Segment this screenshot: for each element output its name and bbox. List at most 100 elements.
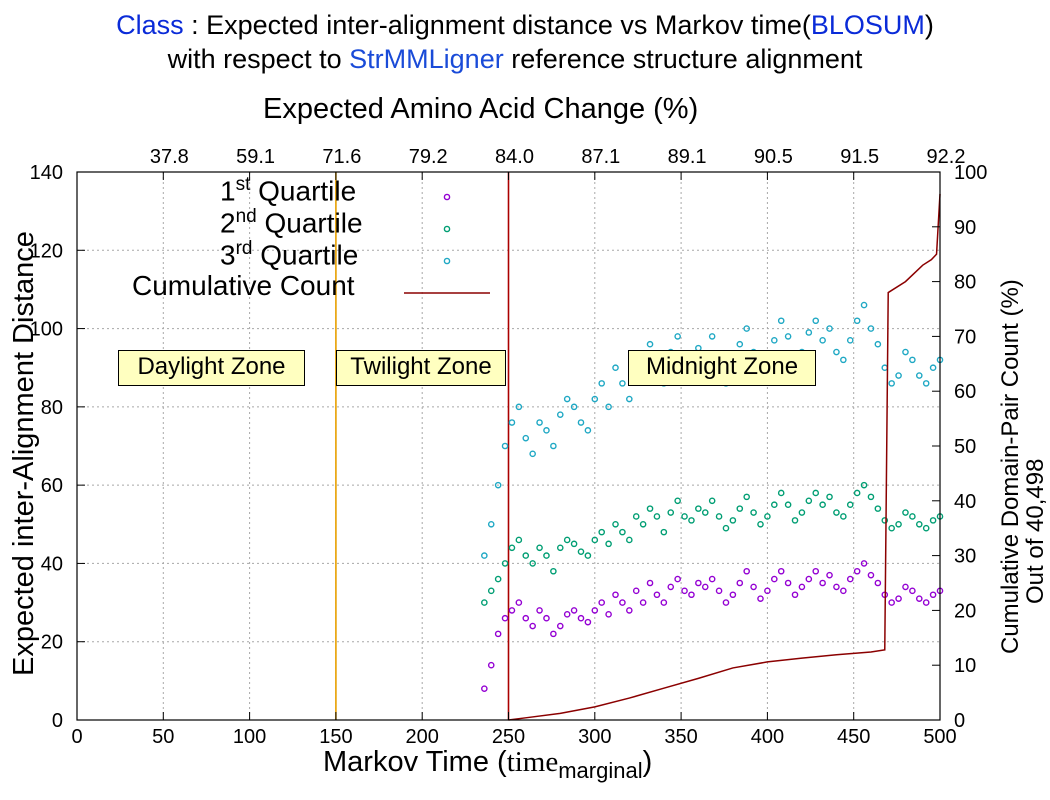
data-point [750, 583, 757, 591]
legend-q3: 3rd Quartile [220, 238, 358, 271]
data-point [805, 497, 813, 505]
data-point [909, 356, 916, 364]
data-point [929, 591, 937, 599]
data-point [688, 517, 695, 524]
y2-tick-label: 90 [954, 217, 976, 239]
legend-cumulative: Cumulative Count [132, 270, 355, 301]
data-point [667, 509, 675, 516]
y2-tick-label: 40 [954, 491, 976, 513]
data-point [929, 517, 937, 524]
data-point [570, 403, 578, 411]
series-3 [508, 193, 941, 721]
data-point [902, 509, 909, 516]
title-line2-prefix: with respect to [167, 44, 350, 74]
legend-q3-text: Quartile [252, 239, 359, 271]
data-point [563, 611, 571, 618]
x-tick-label: 200 [406, 726, 439, 748]
data-point [846, 337, 854, 344]
data-point [881, 364, 889, 372]
data-point [577, 548, 585, 555]
data-point [522, 552, 530, 559]
data-point [667, 583, 675, 591]
title-text-mid: : Expected inter-alignment distance vs M… [183, 10, 811, 40]
data-point [833, 509, 840, 516]
legend-q2-sup: nd [235, 206, 257, 227]
data-point [605, 540, 612, 548]
series-0 [481, 560, 944, 692]
data-point [791, 591, 799, 599]
y-tick-label: 60 [41, 475, 63, 497]
data-point [743, 325, 750, 332]
y2-tick-label: 0 [954, 710, 965, 732]
x-tick-label: 500 [923, 726, 956, 748]
data-point [619, 528, 626, 536]
data-point [771, 575, 778, 583]
data-point [646, 340, 654, 348]
data-point [508, 419, 516, 426]
data-point [563, 536, 571, 544]
top-tick-label: 91.5 [840, 146, 879, 168]
top-tick-label: 87.1 [581, 146, 620, 168]
legend-q1-sup: st [235, 174, 251, 195]
data-point [481, 599, 488, 606]
x-tick-label: 100 [233, 726, 266, 748]
data-point [536, 544, 543, 552]
data-point [619, 380, 626, 387]
data-point [929, 364, 937, 372]
data-point [515, 599, 523, 606]
data-point [764, 587, 771, 595]
data-point [805, 575, 813, 583]
data-point [722, 524, 730, 532]
data-point [867, 493, 875, 501]
data-point [729, 591, 737, 599]
top-tick-label: 90.5 [754, 146, 793, 168]
data-point [598, 599, 606, 606]
data-point [791, 517, 799, 524]
data-point [874, 579, 882, 587]
data-point [632, 513, 640, 520]
data-point [743, 493, 750, 501]
data-point [639, 599, 647, 606]
data-point [722, 599, 730, 606]
data-point [577, 614, 585, 622]
x-tick-label: 400 [751, 726, 784, 748]
legend-q1: 1st Quartile [220, 174, 356, 207]
series-1 [481, 481, 944, 606]
data-point [584, 427, 592, 434]
data-point [695, 505, 702, 512]
data-point [860, 301, 868, 309]
data-point [708, 575, 716, 583]
data-point [543, 427, 550, 434]
data-point [798, 509, 806, 516]
data-point [826, 571, 833, 579]
data-point [487, 520, 495, 528]
data-point [674, 575, 681, 583]
bottom-title-main: Markov Time ( [323, 746, 507, 778]
legend-q1-num: 1 [220, 175, 236, 207]
data-point [902, 348, 909, 356]
data-point [840, 356, 847, 364]
data-point [764, 513, 771, 520]
data-point [570, 607, 578, 614]
data-point [867, 571, 875, 579]
data-point [550, 630, 557, 638]
data-point [736, 579, 744, 587]
data-point [619, 599, 626, 606]
bottom-title-sub: marginal [558, 757, 643, 783]
data-point [591, 395, 599, 403]
data-point [681, 513, 688, 520]
top-tick-label: 89.1 [668, 146, 707, 168]
bottom-title-time: time [506, 746, 559, 778]
data-point [922, 524, 930, 532]
series-layer [481, 193, 944, 721]
data-point [846, 501, 854, 509]
data-point [598, 380, 606, 387]
data-point [805, 329, 813, 336]
data-point [563, 395, 571, 403]
data-point [736, 340, 744, 348]
data-point [494, 575, 502, 583]
data-point [743, 567, 750, 575]
data-point [909, 587, 916, 595]
data-point [715, 513, 723, 520]
data-point [543, 552, 550, 559]
